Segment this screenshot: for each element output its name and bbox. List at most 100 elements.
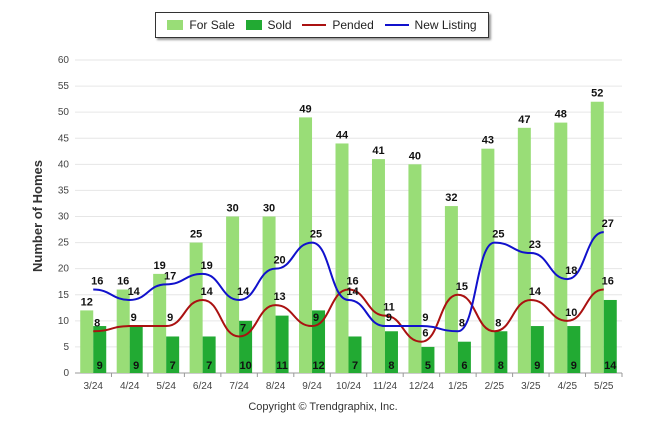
y-tick-label: 15 — [58, 290, 70, 301]
data-label-pended: 16 — [346, 276, 358, 288]
data-label-pended: 6 — [422, 328, 428, 340]
data-label-new-listing: 14 — [128, 286, 141, 298]
x-tick-label: 2/25 — [485, 381, 505, 392]
bar-sold[interactable] — [530, 326, 544, 373]
data-label-for-sale: 48 — [555, 109, 567, 121]
legend-item-sold[interactable]: Sold — [245, 18, 292, 32]
data-label-new-listing: 18 — [565, 265, 577, 277]
bar-sold[interactable] — [348, 336, 362, 373]
legend-swatch-sold — [245, 20, 262, 30]
x-tick-label: 3/25 — [521, 381, 541, 392]
bar-sold[interactable] — [384, 331, 398, 373]
data-label-pended: 14 — [201, 286, 214, 298]
data-label-for-sale: 19 — [154, 260, 166, 272]
data-label-new-listing: 14 — [346, 286, 359, 298]
data-label-sold: 7 — [206, 360, 212, 372]
y-tick-label: 55 — [58, 81, 70, 92]
bar-for-sale[interactable] — [80, 310, 94, 373]
bar-for-sale[interactable] — [153, 273, 167, 373]
y-tick-label: 30 — [58, 212, 70, 223]
bar-for-sale[interactable] — [335, 143, 349, 373]
y-tick-label: 5 — [63, 342, 69, 353]
x-tick-label: 6/24 — [193, 381, 213, 392]
data-label-for-sale: 47 — [518, 114, 530, 126]
data-label-pended: 8 — [495, 317, 501, 329]
copyright: Copyright © Trendgraphix, Inc. — [248, 401, 398, 413]
data-label-for-sale: 49 — [299, 103, 311, 115]
data-label-sold: 9 — [133, 360, 139, 372]
data-label-for-sale: 43 — [482, 135, 494, 147]
bar-for-sale[interactable] — [408, 164, 422, 373]
bar-for-sale[interactable] — [517, 127, 531, 373]
data-label-pended: 15 — [456, 281, 468, 293]
bar-sold[interactable] — [93, 326, 107, 373]
x-tick-label: 5/25 — [594, 381, 614, 392]
data-label-pended: 9 — [131, 312, 137, 324]
bar-sold[interactable] — [457, 341, 471, 373]
bar-for-sale[interactable] — [481, 148, 495, 373]
x-tick-label: 3/24 — [83, 381, 103, 392]
legend-label-pended: Pended — [332, 18, 374, 32]
bar-for-sale[interactable] — [226, 216, 240, 374]
line-pended[interactable] — [93, 288, 604, 343]
series-lines — [93, 231, 604, 343]
bar-for-sale[interactable] — [116, 289, 130, 373]
bar-for-sale[interactable] — [371, 159, 385, 373]
legend-label-new-listing: New Listing — [414, 18, 477, 32]
data-label-sold: 12 — [312, 360, 324, 372]
bar-sold[interactable] — [166, 336, 180, 373]
data-label-pended: 13 — [273, 291, 285, 303]
data-label-for-sale: 30 — [226, 203, 238, 215]
data-label-new-listing: 19 — [201, 260, 213, 272]
data-label-for-sale: 41 — [372, 145, 384, 157]
data-label-pended: 9 — [313, 312, 319, 324]
bar-for-sale[interactable] — [590, 101, 604, 373]
data-label-pended: 16 — [602, 276, 614, 288]
data-label-for-sale: 25 — [190, 229, 202, 241]
legend: For Sale Sold Pended New Listing — [155, 12, 489, 38]
bar-sold[interactable] — [421, 346, 435, 373]
legend-item-for-sale[interactable]: For Sale — [167, 18, 235, 32]
data-label-for-sale: 30 — [263, 203, 275, 215]
y-tick-label: 25 — [58, 238, 70, 249]
legend-item-new-listing[interactable]: New Listing — [384, 18, 477, 32]
y-tick-label: 50 — [58, 107, 70, 118]
data-label-new-listing: 8 — [459, 317, 465, 329]
y-tick-label: 20 — [58, 264, 70, 275]
data-label-pended: 10 — [565, 307, 577, 319]
x-tick-label: 7/24 — [229, 381, 249, 392]
data-label-sold: 7 — [170, 360, 176, 372]
data-label-sold: 11 — [276, 360, 288, 372]
data-label-sold: 9 — [571, 360, 577, 372]
bar-sold[interactable] — [567, 326, 581, 373]
data-label-sold: 7 — [352, 360, 358, 372]
x-tick-label: 10/24 — [336, 381, 361, 392]
data-label-new-listing: 27 — [602, 218, 614, 230]
legend-item-pended[interactable]: Pended — [302, 18, 374, 32]
legend-swatch-pended — [302, 24, 327, 26]
x-tick-label: 9/24 — [302, 381, 322, 392]
bar-sold[interactable] — [603, 299, 617, 373]
legend-label-sold: Sold — [267, 18, 292, 32]
data-label-new-listing: 23 — [529, 239, 541, 251]
line-new-listing[interactable] — [93, 231, 604, 333]
data-label-new-listing: 20 — [273, 255, 285, 267]
data-label-sold: 5 — [425, 360, 431, 372]
data-label-new-listing: 9 — [422, 312, 428, 324]
bar-for-sale[interactable] — [262, 216, 276, 374]
bar-for-sale[interactable] — [299, 117, 313, 373]
data-label-for-sale: 32 — [445, 192, 457, 204]
bar-sold[interactable] — [494, 331, 508, 373]
data-label-new-listing: 25 — [492, 229, 504, 241]
bar-sold[interactable] — [202, 336, 216, 373]
x-tick-label: 1/25 — [448, 381, 468, 392]
bar-for-sale[interactable] — [554, 122, 568, 373]
data-label-pended: 9 — [167, 312, 173, 324]
data-label-pended: 14 — [529, 286, 542, 298]
bar-sold[interactable] — [129, 326, 143, 373]
data-label-pended: 11 — [383, 302, 395, 314]
bar-sold[interactable] — [275, 315, 289, 373]
y-tick-label: 0 — [63, 368, 69, 379]
data-label-for-sale: 16 — [117, 276, 129, 288]
y-axis-label: Number of Homes — [30, 160, 45, 272]
